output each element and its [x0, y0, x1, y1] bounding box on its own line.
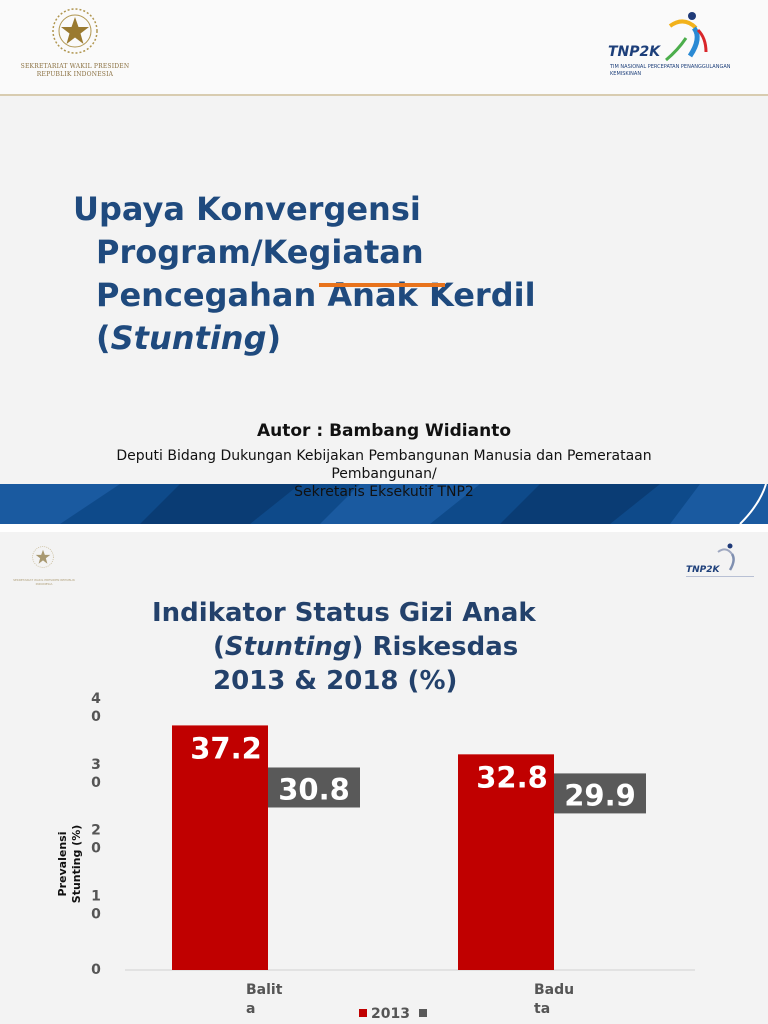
garuda-emblem-icon [52, 8, 98, 54]
y-tick-label: 0 [91, 962, 101, 978]
chart-slide: SEKRETARIAT WAKIL PRESIDEN REPUBLIK INDO… [0, 532, 768, 1024]
y-tick-label: 0 [91, 841, 101, 857]
header-band [0, 0, 768, 96]
tnp2k-logo-icon [665, 12, 708, 62]
y-tick-label: 4 [91, 691, 101, 707]
tnp2k-subtitle: TIM NASIONAL PERCEPATAN PENANGGULANGAN K… [610, 64, 731, 77]
org-name: SEKRETARIAT WAKIL PRESIDEN REPUBLIK INDO… [13, 578, 75, 586]
title-line-3: Pencegahan Anak Kerdil [96, 276, 536, 314]
legend-swatch [359, 1009, 367, 1017]
data-label: 32.8 [476, 760, 548, 794]
data-label: 29.9 [564, 778, 636, 812]
affiliation-line-1: Deputi Bidang Dukungan Kebijakan Pembang… [116, 448, 652, 464]
x-category-label: ta [534, 1001, 550, 1017]
accent-underline [319, 283, 445, 287]
x-category-label: a [246, 1001, 255, 1017]
affiliation-line-2: Pembangunan/ [331, 466, 437, 482]
x-category-label: Badu [534, 982, 574, 998]
decorative-band [0, 484, 768, 524]
y-tick-label: 2 [91, 823, 101, 839]
y-tick-label: 3 [91, 757, 101, 773]
chart-title-emphasis: Stunting [224, 632, 352, 662]
garuda-emblem-icon [32, 546, 54, 568]
bar-chart: 4 0 3 0 2 0 1 0 0 Prevalensi Stunting (%) 37.2 30.8 B… [56, 691, 695, 1022]
bar [458, 754, 554, 970]
y-axis-label: Prevalensi [56, 832, 69, 897]
title-line-2: Program/Kegiatan [96, 233, 424, 271]
chart-title-line-3: 2013 & 2018 (%) [213, 666, 458, 696]
chart-title: Indikator Status Gizi Anak (Stunting) Ri… [120, 596, 580, 698]
author: Autor : Bambang Widianto [256, 421, 511, 441]
x-category-label: Balit [246, 982, 283, 998]
title-slide: SEKRETARIAT WAKIL PRESIDEN REPUBLIK INDO… [0, 0, 768, 524]
title-line-1: Upaya Konvergensi [73, 190, 421, 228]
chart-title-line-1: Indikator Status Gizi Anak [152, 598, 536, 628]
legend-label: 2013 [371, 1006, 410, 1022]
data-label: 37.2 [190, 731, 262, 765]
bar [554, 773, 646, 814]
y-tick-label: 0 [91, 709, 101, 725]
affiliation: Deputi Bidang Dukungan Kebijakan Pembang… [60, 447, 708, 501]
data-label: 30.8 [278, 772, 350, 806]
tnp2k-name: TNP2K [608, 44, 661, 60]
y-tick-label: 0 [91, 775, 101, 791]
chart-title-line-2: (Stunting) Riskesdas [213, 632, 519, 662]
y-axis-label: Stunting (%) [70, 825, 83, 903]
affiliation-line-3: Sekretaris Eksekutif TNP2 [294, 484, 474, 500]
slide-title: Upaya Konvergensi Program/Kegiatan Pence… [73, 188, 633, 360]
y-tick-label: 0 [91, 906, 101, 922]
bar [172, 725, 268, 970]
tnp2k-name: TNP2K [686, 565, 721, 575]
bar [268, 767, 360, 808]
y-tick-label: 1 [91, 888, 101, 904]
title-emphasis: Stunting [110, 319, 267, 357]
title-line-4: (Stunting) [96, 319, 282, 357]
tnp2k-logo-icon: TNP2K [686, 543, 754, 577]
legend-swatch [419, 1009, 427, 1017]
org-name: SEKRETARIAT WAKIL PRESIDEN REPUBLIK INDO… [20, 63, 130, 78]
